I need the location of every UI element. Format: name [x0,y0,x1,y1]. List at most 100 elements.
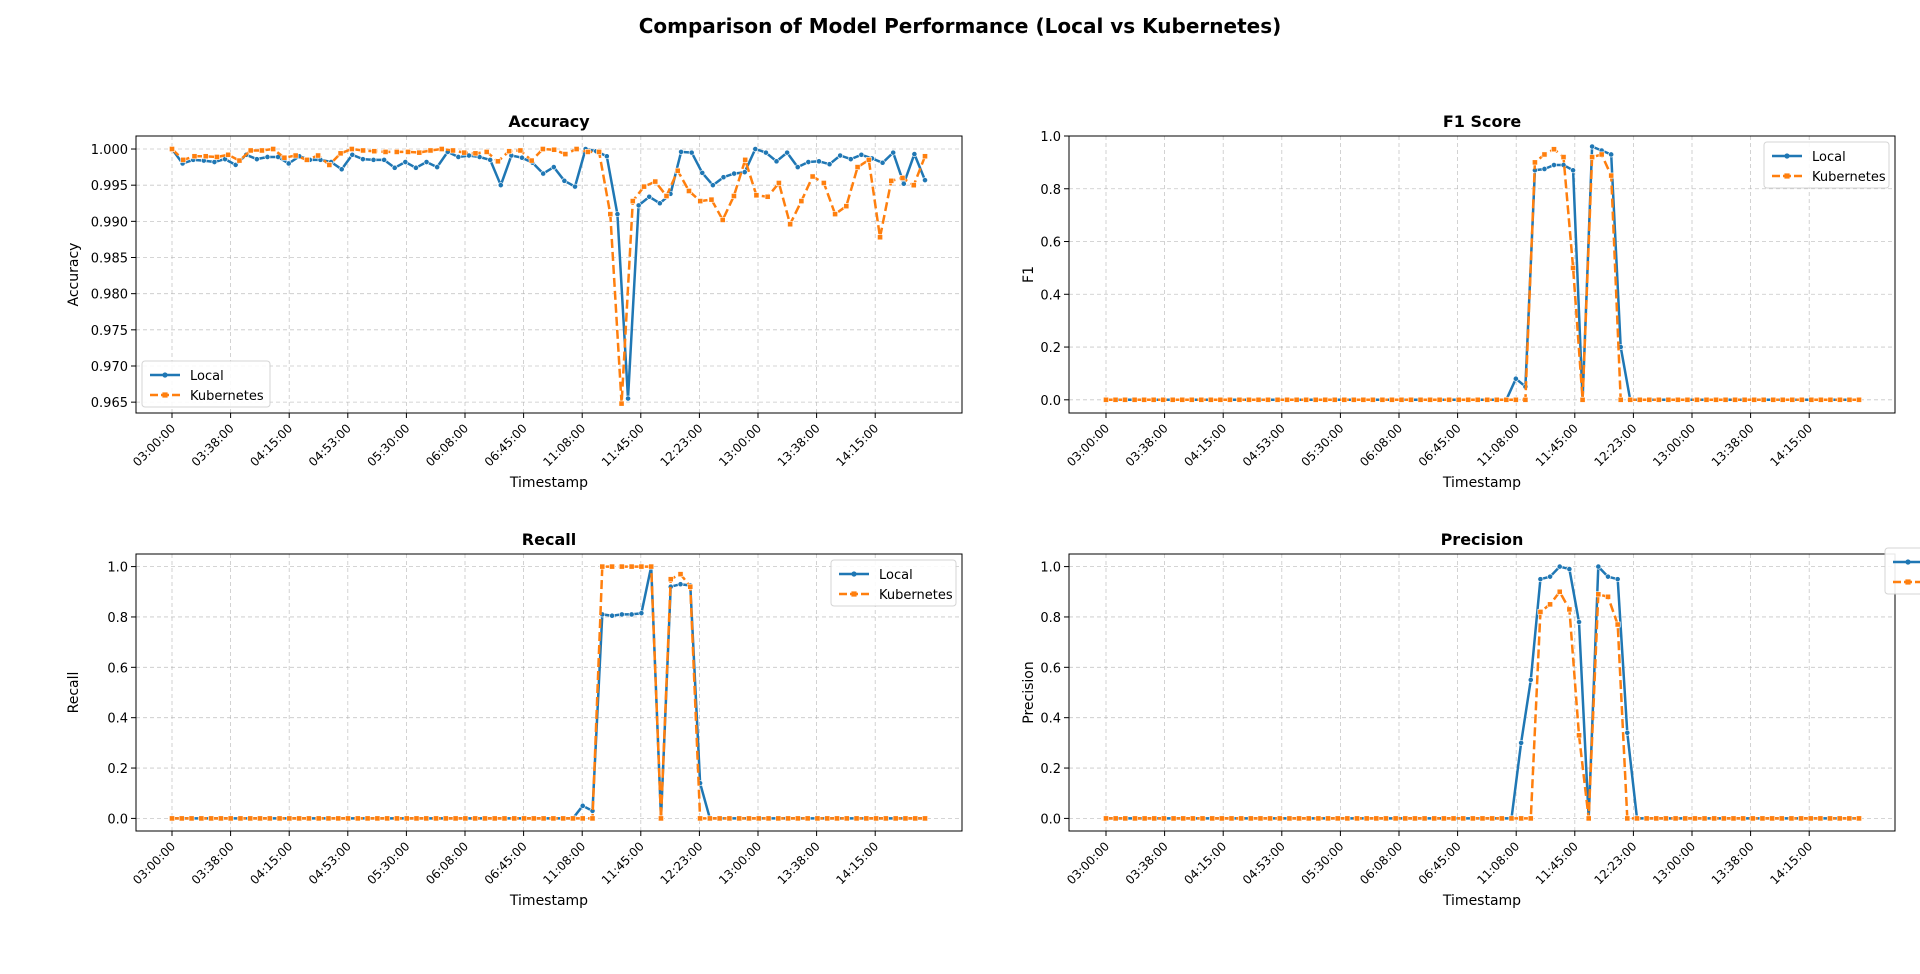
y-axis-label: Recall [66,672,82,714]
data-point-kubernetes [1713,396,1719,403]
data-point-kubernetes [1257,815,1264,822]
x-tick-label: 04:15:00 [247,839,295,887]
data-point-kubernetes [1498,815,1505,822]
subplot-title: F1 Score [1443,112,1522,131]
data-point-local [1608,151,1615,158]
legend-label-local: Local [190,369,224,384]
data-point-kubernetes [824,815,831,822]
x-tick-label: 13:00:00 [716,839,764,887]
data-point-kubernetes [804,815,811,822]
x-tick-label: 14:15:00 [1767,421,1815,469]
x-tick-label: 13:38:00 [1709,421,1757,469]
data-point-kubernetes [863,815,870,822]
data-point-kubernetes [371,148,378,155]
data-point-kubernetes [1246,396,1252,403]
y-tick-label: 0.6 [1040,661,1061,676]
data-point-kubernetes [325,815,332,822]
data-point-kubernetes [1465,396,1472,403]
data-point-kubernetes [438,146,445,152]
series-line-local [1106,565,1859,820]
data-point-local [487,156,494,163]
subplot-title: Precision [1441,530,1524,549]
data-point-kubernetes [1236,396,1243,403]
x-tick-label: 03:38:00 [1123,421,1171,469]
data-point-kubernetes [315,152,322,159]
x-tick-label: 11:08:00 [540,839,588,887]
data-point-kubernetes [214,154,220,160]
data-point-kubernetes [765,815,772,822]
data-point-kubernetes [270,146,277,152]
data-point-kubernetes [1267,815,1274,822]
data-point-kubernetes [677,571,684,578]
data-point-kubernetes [1398,396,1405,403]
data-point-kubernetes [1334,815,1341,822]
x-tick-label: 06:08:00 [1357,839,1405,887]
data-point-kubernetes [618,563,625,570]
data-point-kubernetes [1807,815,1814,822]
legend-label-kubernetes: Kubernetes [190,389,264,404]
data-point-kubernetes [1469,815,1476,822]
data-point-kubernetes [1460,815,1467,822]
data-point-kubernetes [589,815,596,822]
data-point-kubernetes [1817,815,1824,822]
x-tick-label: 04:15:00 [1181,421,1229,469]
data-point-kubernetes [442,815,449,822]
data-point-local [572,183,578,190]
data-point-kubernetes [1188,396,1195,403]
data-point-kubernetes [1617,396,1624,403]
data-point-kubernetes [528,157,535,164]
axes-frame [135,553,963,832]
data-point-kubernetes [1180,815,1187,822]
data-point-local [625,395,631,402]
x-tick-label: 06:08:00 [1357,421,1405,469]
data-point-kubernetes [1402,815,1409,822]
data-point-kubernetes [1741,396,1748,403]
y-tick-label: 0.995 [91,179,128,194]
data-point-local [709,182,716,189]
data-point-kubernetes [276,815,283,822]
x-tick-label: 05:30:00 [1299,839,1347,887]
data-point-local [741,169,748,176]
data-point-kubernetes [1217,396,1224,403]
data-point-local [1541,166,1548,172]
data-point-kubernetes [384,815,391,822]
y-tick-label: 0.6 [107,661,128,676]
data-point-kubernetes [1305,815,1312,822]
data-point-kubernetes [922,815,928,822]
data-point-kubernetes [910,182,917,189]
x-tick-label: 03:38:00 [189,421,237,469]
data-point-kubernetes [599,563,606,570]
y-tick-label: 1.0 [107,561,128,576]
data-point-kubernetes [364,815,371,822]
data-point-kubernetes [1440,815,1447,822]
data-point-kubernetes [1655,396,1662,403]
data-point-kubernetes [208,815,215,822]
data-point-kubernetes [237,815,244,822]
data-point-kubernetes [1749,815,1756,822]
data-point-local [1518,739,1525,746]
data-point-kubernetes [1788,815,1795,822]
y-tick-label: 0.0 [107,812,128,827]
data-point-local [550,164,557,170]
data-point-kubernetes [1141,815,1148,822]
data-point-local [1512,375,1519,382]
data-point-kubernetes [1691,815,1698,822]
data-point-kubernetes [1479,815,1486,822]
data-point-local [858,151,865,158]
data-point-kubernetes [1141,396,1148,403]
data-point-kubernetes [416,149,423,156]
data-point-kubernetes [315,815,322,822]
data-point-kubernetes [540,815,547,822]
legend-marker-local [851,571,857,577]
data-point-kubernetes [461,149,468,156]
series-line-local [170,147,927,400]
legend-marker-local [162,372,168,378]
data-point-kubernetes [667,576,674,583]
data-point-kubernetes [1634,815,1640,822]
data-point-local [1566,566,1573,573]
y-tick-label: 0.0 [1040,394,1061,409]
data-point-kubernetes [452,815,459,822]
data-point-kubernetes [1522,396,1529,403]
data-point-kubernetes [1720,815,1727,822]
data-point-kubernetes [335,815,342,822]
